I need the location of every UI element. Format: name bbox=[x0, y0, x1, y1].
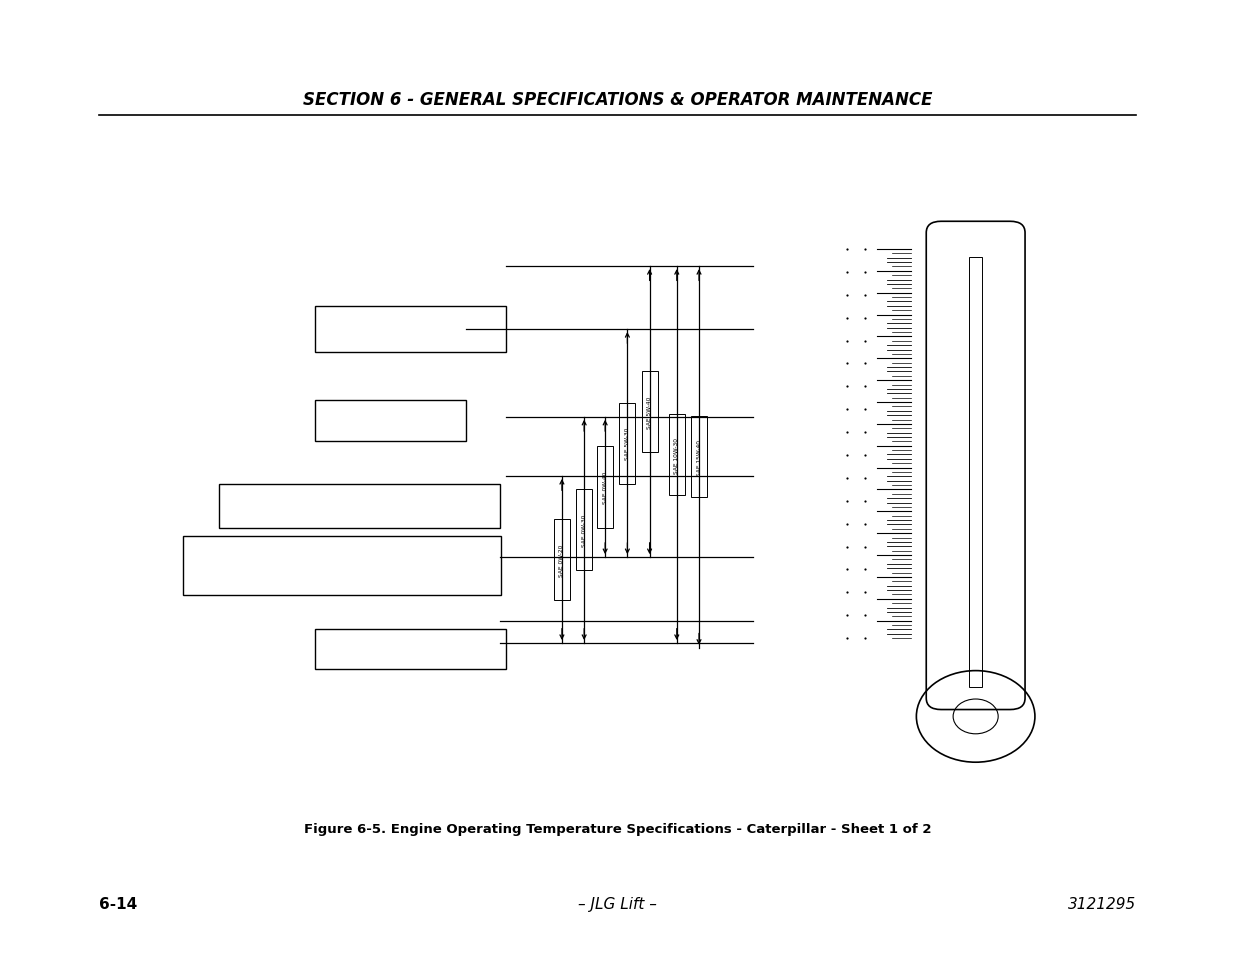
Text: SAE 5W-40: SAE 5W-40 bbox=[647, 396, 652, 428]
Bar bbox=[183, 537, 501, 596]
Text: SAE 15W-40: SAE 15W-40 bbox=[697, 439, 701, 476]
Bar bbox=[642, 372, 658, 453]
Text: SAE 10W-30: SAE 10W-30 bbox=[674, 437, 679, 473]
Bar bbox=[315, 629, 506, 669]
Bar bbox=[553, 519, 571, 600]
Bar bbox=[315, 400, 466, 441]
Bar bbox=[969, 257, 982, 687]
Text: SAE 5W-30: SAE 5W-30 bbox=[625, 428, 630, 459]
Bar bbox=[692, 417, 706, 497]
Text: 3121295: 3121295 bbox=[1068, 896, 1136, 911]
Bar bbox=[620, 403, 636, 484]
Text: SAE 0W-20: SAE 0W-20 bbox=[559, 544, 564, 576]
Text: – JLG Lift –: – JLG Lift – bbox=[578, 896, 657, 911]
Text: SAE 0W-40: SAE 0W-40 bbox=[603, 472, 608, 503]
Text: SECTION 6 - GENERAL SPECIFICATIONS & OPERATOR MAINTENANCE: SECTION 6 - GENERAL SPECIFICATIONS & OPE… bbox=[303, 91, 932, 109]
Bar bbox=[315, 307, 506, 353]
Text: 6-14: 6-14 bbox=[99, 896, 137, 911]
Text: SAE 0W-30: SAE 0W-30 bbox=[582, 515, 587, 546]
Bar bbox=[669, 415, 685, 496]
Bar bbox=[219, 484, 500, 529]
Text: Figure 6-5. Engine Operating Temperature Specifications - Caterpillar - Sheet 1 : Figure 6-5. Engine Operating Temperature… bbox=[304, 822, 931, 836]
Bar bbox=[597, 447, 613, 528]
Bar bbox=[576, 490, 593, 571]
